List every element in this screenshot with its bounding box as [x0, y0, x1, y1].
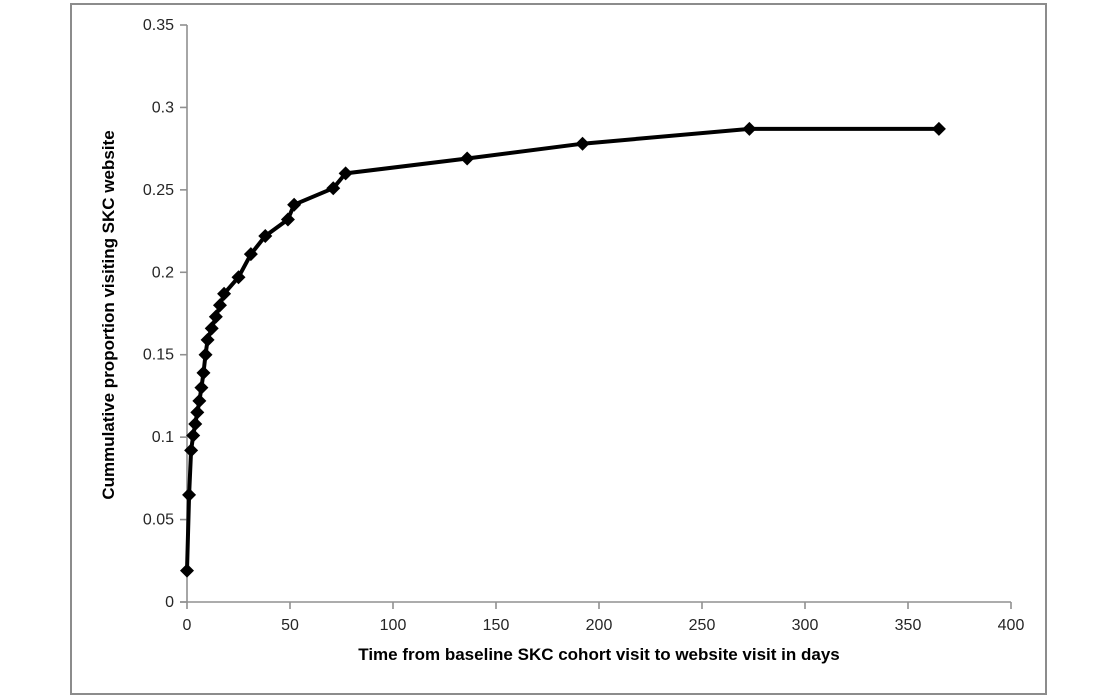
data-point	[198, 347, 213, 362]
data-point	[200, 332, 215, 347]
chart-frame	[70, 3, 1047, 695]
x-tick-label: 400	[998, 617, 1025, 634]
data-point	[180, 563, 194, 578]
data-point	[326, 181, 341, 196]
x-tick-label: 100	[380, 617, 407, 634]
y-tick-label: 0	[165, 594, 174, 611]
data-point	[575, 136, 590, 151]
data-point	[742, 121, 757, 136]
x-tick-label: 350	[895, 617, 922, 634]
data-point	[338, 166, 353, 181]
y-tick-label: 0.3	[152, 99, 174, 116]
data-point	[460, 151, 475, 166]
data-point	[280, 212, 295, 227]
data-point	[231, 270, 246, 285]
y-tick-label: 0.15	[143, 347, 174, 364]
x-tick-label: 50	[281, 617, 299, 634]
data-point	[287, 197, 302, 212]
data-point	[208, 309, 223, 324]
data-point	[258, 229, 273, 244]
series-line	[185, 126, 941, 573]
data-point	[212, 298, 227, 313]
y-tick-label: 0.05	[143, 512, 174, 529]
data-point	[182, 487, 197, 502]
x-axis-title: Time from baseline SKC cohort visit to w…	[358, 645, 840, 664]
data-point	[194, 380, 209, 395]
data-point	[190, 405, 205, 420]
data-point	[217, 286, 232, 301]
y-axis-title: Cummulative proportion visiting SKC webs…	[99, 130, 118, 500]
data-point	[188, 416, 203, 431]
x-tick-label: 150	[483, 617, 510, 634]
y-tick-label: 0.1	[152, 429, 174, 446]
data-point	[243, 247, 258, 262]
data-point	[931, 121, 946, 136]
data-point	[196, 365, 211, 380]
y-tick-label: 0.35	[143, 17, 174, 34]
data-point	[184, 443, 199, 458]
x-tick-label: 250	[689, 617, 716, 634]
x-tick-label: 300	[792, 617, 819, 634]
y-tick-label: 0.25	[143, 182, 174, 199]
y-tick-label: 0.2	[152, 264, 174, 281]
x-tick-label: 200	[586, 617, 613, 634]
x-tick-label: 0	[183, 617, 192, 634]
data-point	[186, 428, 201, 443]
data-point	[204, 321, 219, 336]
data-point	[192, 393, 207, 408]
